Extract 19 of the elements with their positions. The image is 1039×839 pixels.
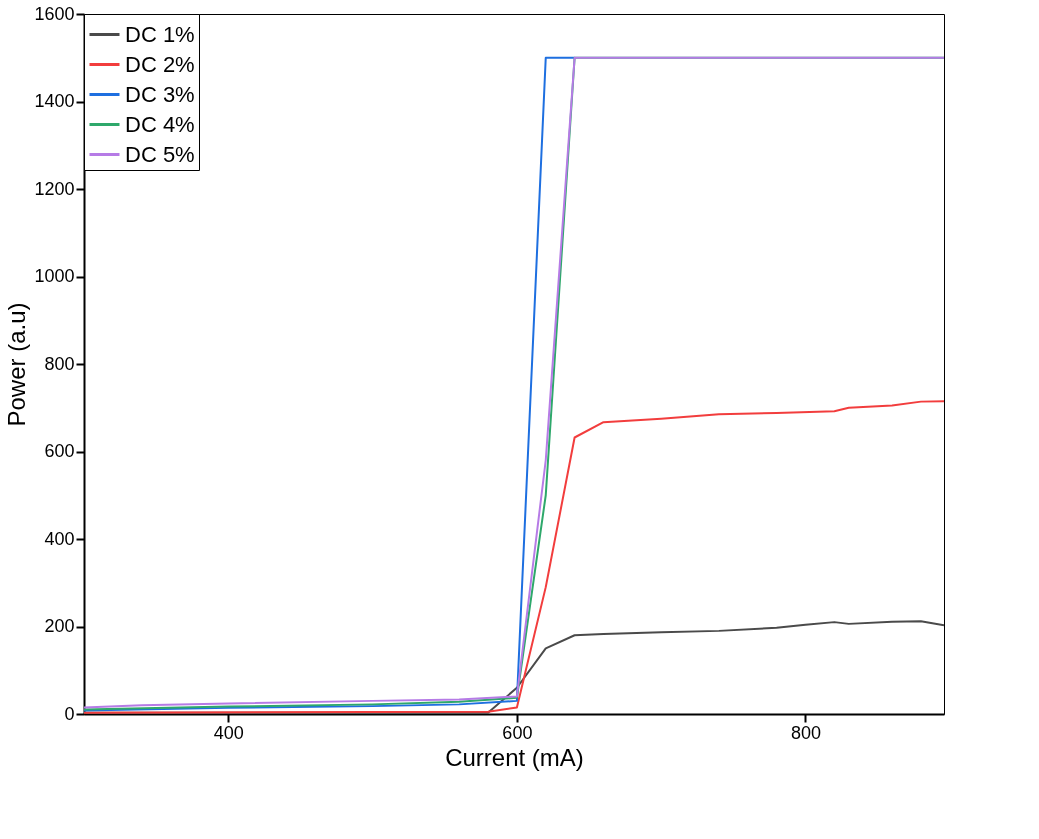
legend-label: DC 5%: [125, 141, 195, 167]
y-tick-label: 200: [44, 616, 75, 636]
x-tick-label: 400: [213, 722, 244, 743]
x-tick-label: 800: [790, 722, 821, 743]
x-tick-label: 600: [502, 722, 533, 743]
legend-label: DC 2%: [125, 51, 195, 77]
y-tick-label: 1000: [34, 266, 75, 286]
legend-label: DC 1%: [125, 21, 195, 47]
y-tick-label: 600: [44, 441, 75, 461]
y-axis-title: Power (a.u): [3, 302, 31, 427]
y-tick-label: 1200: [34, 178, 75, 199]
y-tick-label: 800: [44, 353, 75, 374]
legend-label: DC 4%: [125, 111, 195, 137]
y-tick-label: 400: [44, 528, 75, 549]
y-tick-label: 1400: [34, 91, 75, 111]
legend-label: DC 3%: [125, 81, 195, 107]
y-tick-label: 1600: [34, 3, 75, 24]
x-axis-title: Current (mA): [445, 743, 584, 771]
y-tick-label: 0: [64, 703, 75, 724]
